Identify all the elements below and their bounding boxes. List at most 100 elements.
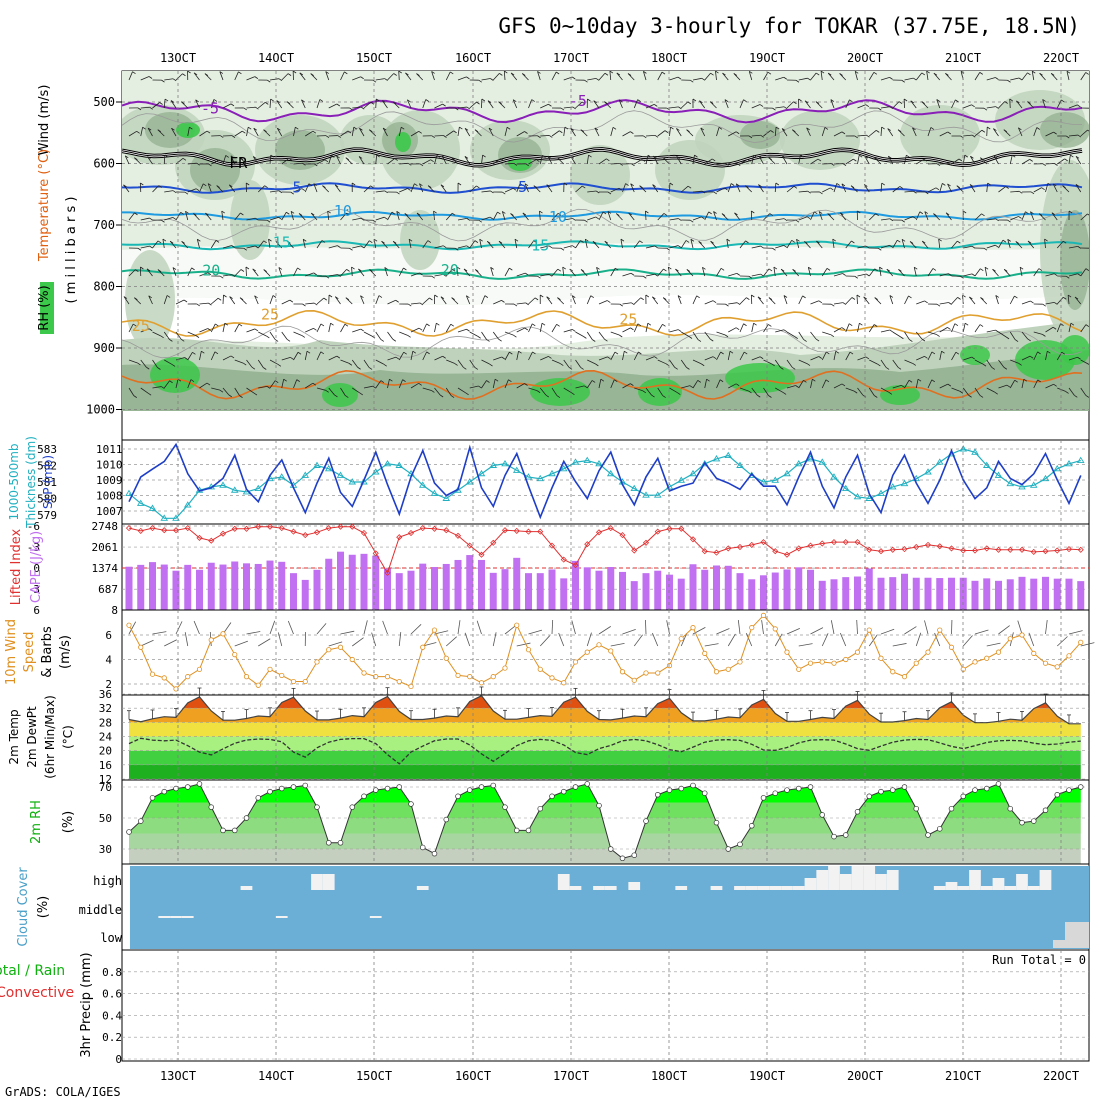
wind-barb — [540, 356, 549, 361]
wind-barb — [410, 183, 415, 193]
thickness-marker — [1076, 456, 1085, 463]
wind-barb — [405, 72, 412, 81]
wind-barb — [927, 268, 934, 277]
wind-barb — [210, 351, 216, 361]
wind-barb-feather — [580, 269, 585, 272]
wind-barb-feather — [803, 379, 807, 383]
wind-barb — [912, 127, 917, 137]
isotherm-line — [122, 148, 1083, 166]
wind-barb-feather — [537, 135, 541, 139]
wind-barb-feather — [831, 303, 835, 307]
wind-barb — [352, 328, 361, 333]
wind-barb-feather — [384, 190, 388, 194]
wind-barb — [699, 100, 706, 109]
wind-barb-feather — [219, 71, 224, 74]
wind-barb — [586, 380, 593, 389]
wind-barb-feather — [463, 366, 467, 370]
wind-barb-feather — [547, 155, 552, 159]
wind-barb-feather — [164, 154, 169, 158]
wind-barb-feather — [412, 350, 417, 354]
wind-barb-feather — [383, 363, 387, 367]
wind-barb — [704, 300, 714, 305]
wind-barb — [1021, 379, 1025, 389]
thickness-marker — [430, 489, 439, 496]
wind-barb-feather — [710, 338, 714, 342]
wind-barb-feather — [134, 157, 138, 161]
temp-tick-label: 12 — [99, 773, 112, 786]
wind-barb-feather — [941, 350, 945, 354]
wind-barb-feather — [149, 245, 153, 249]
wind-barb-feather — [148, 328, 153, 332]
wind-barb-feather — [903, 98, 908, 102]
time-tick-bottom: 15OCT — [356, 1069, 392, 1083]
wind-barb — [446, 130, 454, 137]
wind-barb — [128, 71, 133, 81]
wind-barb — [234, 130, 243, 137]
high-cloud-bar — [875, 874, 887, 890]
wind-barb — [351, 359, 358, 368]
wind-barb-feather — [760, 245, 764, 249]
thickness-marker — [900, 479, 909, 487]
wind-barb — [963, 134, 973, 137]
wind-barb — [375, 216, 385, 221]
wind-barb — [570, 128, 576, 137]
contour-label: 25 — [261, 305, 279, 323]
cloud-background — [130, 866, 1089, 949]
wind-barb — [313, 183, 318, 193]
wind-barb — [514, 239, 518, 249]
wind-speed-marker — [619, 669, 626, 675]
wind-barb — [492, 331, 499, 340]
wind-barb — [328, 641, 343, 647]
wind-barb-feather — [873, 71, 878, 75]
wind-barb — [234, 71, 239, 81]
wind-barb-feather — [1003, 366, 1008, 370]
rh-marker — [795, 785, 802, 792]
wind-barb — [328, 274, 338, 277]
wind-barb — [786, 331, 795, 337]
wind-barb-feather — [351, 182, 356, 186]
rh-marker — [396, 784, 403, 790]
high-cloud-bar — [734, 886, 746, 890]
thickness-tick-label: 580 — [37, 493, 57, 506]
li-marker — [960, 547, 967, 554]
wind-barb — [1016, 100, 1023, 109]
wind-barb-feather — [581, 101, 586, 105]
wind-barb-feather — [897, 239, 901, 243]
wind-barb-feather — [204, 73, 209, 76]
li-marker — [548, 542, 556, 549]
thickness-marker — [771, 476, 780, 483]
wind-barb — [257, 359, 264, 368]
wind-barb — [798, 359, 808, 364]
wind-barb-feather — [510, 213, 514, 216]
thickness-marker — [1018, 483, 1026, 490]
wind-barb-feather — [301, 99, 305, 103]
wind-barb-feather — [509, 351, 513, 355]
panel-label: & Barbs — [40, 626, 55, 678]
cape-bar — [231, 561, 239, 610]
wind-barb-feather — [360, 76, 364, 80]
wind-barb — [281, 356, 291, 361]
li-marker — [854, 539, 861, 546]
wind-barb-feather — [336, 103, 341, 107]
wind-barb-feather — [1042, 163, 1046, 167]
wind-barb — [175, 621, 183, 635]
wind-barb-feather — [979, 72, 984, 75]
cape-bar — [301, 579, 309, 610]
wind-barb — [124, 155, 130, 165]
time-tick-top: 19OCT — [749, 51, 785, 65]
wind-barb-feather — [524, 131, 528, 134]
wind-barb-feather — [486, 339, 490, 342]
wind-barb-feather — [1077, 356, 1081, 360]
wind-barb — [880, 126, 883, 137]
wind-barb-feather — [751, 210, 755, 214]
wind-barb — [692, 216, 702, 221]
panel-label: (°C) — [61, 725, 75, 749]
thickness-marker — [148, 504, 157, 511]
cape-bar — [971, 580, 979, 610]
wind-barb-feather — [612, 126, 617, 130]
wind-barb-feather — [501, 300, 505, 303]
wind-barb-feather — [719, 379, 724, 383]
cape-bar — [654, 570, 662, 610]
wind-barb — [162, 239, 165, 249]
wind-barb-feather — [921, 101, 925, 104]
